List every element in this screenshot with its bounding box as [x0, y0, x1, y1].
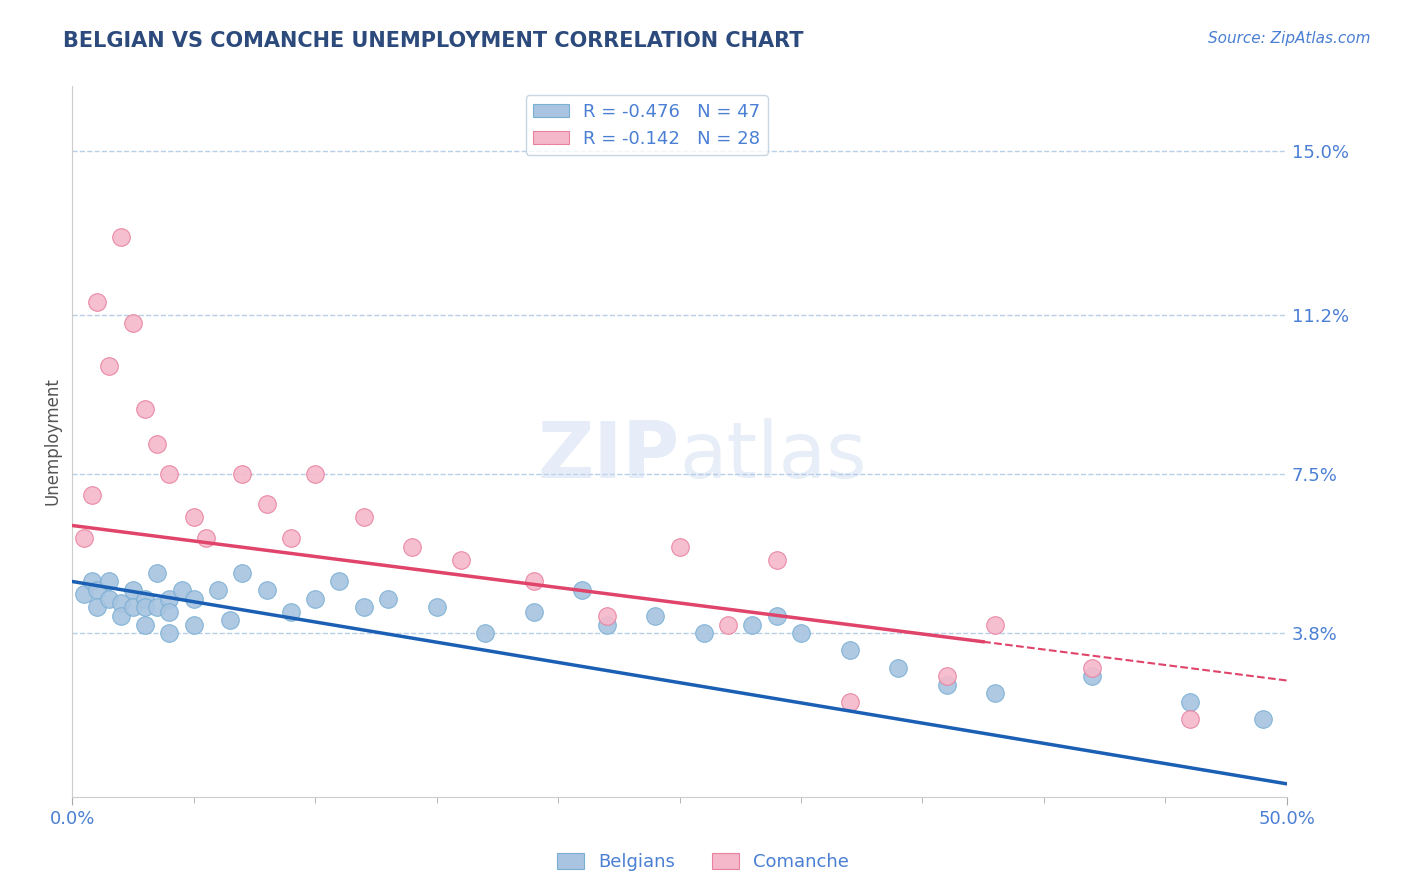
Point: [97, 359, 120, 374]
Point: [935, 669, 957, 683]
Point: [183, 591, 205, 606]
Point: [377, 591, 399, 606]
Point: [984, 686, 1007, 700]
Y-axis label: Unemployment: Unemployment: [44, 377, 60, 506]
Point: [304, 467, 326, 481]
Point: [80, 574, 103, 589]
Point: [595, 617, 617, 632]
Point: [110, 596, 132, 610]
Point: [838, 643, 860, 657]
Point: [523, 605, 546, 619]
Point: [1178, 695, 1201, 709]
Point: [741, 617, 763, 632]
Point: [157, 626, 180, 640]
Point: [134, 600, 156, 615]
Point: [97, 591, 120, 606]
Point: [134, 402, 156, 417]
Text: ZIP: ZIP: [537, 417, 679, 494]
Point: [256, 497, 278, 511]
Point: [474, 626, 496, 640]
Point: [110, 230, 132, 244]
Point: [86, 583, 108, 598]
Point: [984, 617, 1007, 632]
Legend: R = -0.476   N = 47, R = -0.142   N = 28: R = -0.476 N = 47, R = -0.142 N = 28: [526, 95, 768, 155]
Point: [122, 600, 145, 615]
Point: [717, 617, 740, 632]
Point: [887, 660, 910, 674]
Point: [170, 583, 193, 598]
Point: [146, 436, 169, 450]
Point: [838, 695, 860, 709]
Point: [765, 553, 787, 567]
Point: [86, 600, 108, 615]
Point: [146, 566, 169, 580]
Point: [122, 583, 145, 598]
Point: [328, 574, 350, 589]
Point: [146, 600, 169, 615]
Point: [280, 532, 302, 546]
Point: [231, 566, 253, 580]
Point: [571, 583, 593, 598]
Point: [219, 613, 242, 627]
Point: [1251, 712, 1274, 726]
Point: [523, 574, 546, 589]
Point: [134, 591, 156, 606]
Text: Source: ZipAtlas.com: Source: ZipAtlas.com: [1208, 31, 1371, 46]
Point: [450, 553, 472, 567]
Point: [183, 509, 205, 524]
Point: [426, 600, 449, 615]
Point: [86, 294, 108, 309]
Point: [134, 617, 156, 632]
Point: [97, 574, 120, 589]
Point: [1081, 660, 1104, 674]
Point: [668, 540, 690, 554]
Point: [353, 509, 375, 524]
Point: [207, 583, 229, 598]
Point: [73, 532, 96, 546]
Point: [765, 608, 787, 623]
Point: [1178, 712, 1201, 726]
Point: [401, 540, 423, 554]
Point: [157, 467, 180, 481]
Point: [644, 608, 666, 623]
Point: [80, 488, 103, 502]
Point: [280, 605, 302, 619]
Point: [595, 608, 617, 623]
Point: [935, 678, 957, 692]
Point: [194, 532, 217, 546]
Point: [183, 617, 205, 632]
Point: [353, 600, 375, 615]
Text: atlas: atlas: [679, 417, 868, 494]
Legend: Belgians, Comanche: Belgians, Comanche: [550, 846, 856, 879]
Point: [693, 626, 716, 640]
Point: [157, 591, 180, 606]
Point: [231, 467, 253, 481]
Point: [1081, 669, 1104, 683]
Point: [256, 583, 278, 598]
Point: [122, 316, 145, 330]
Point: [73, 587, 96, 601]
Point: [110, 608, 132, 623]
Point: [157, 605, 180, 619]
Text: BELGIAN VS COMANCHE UNEMPLOYMENT CORRELATION CHART: BELGIAN VS COMANCHE UNEMPLOYMENT CORRELA…: [63, 31, 804, 51]
Point: [304, 591, 326, 606]
Point: [790, 626, 813, 640]
